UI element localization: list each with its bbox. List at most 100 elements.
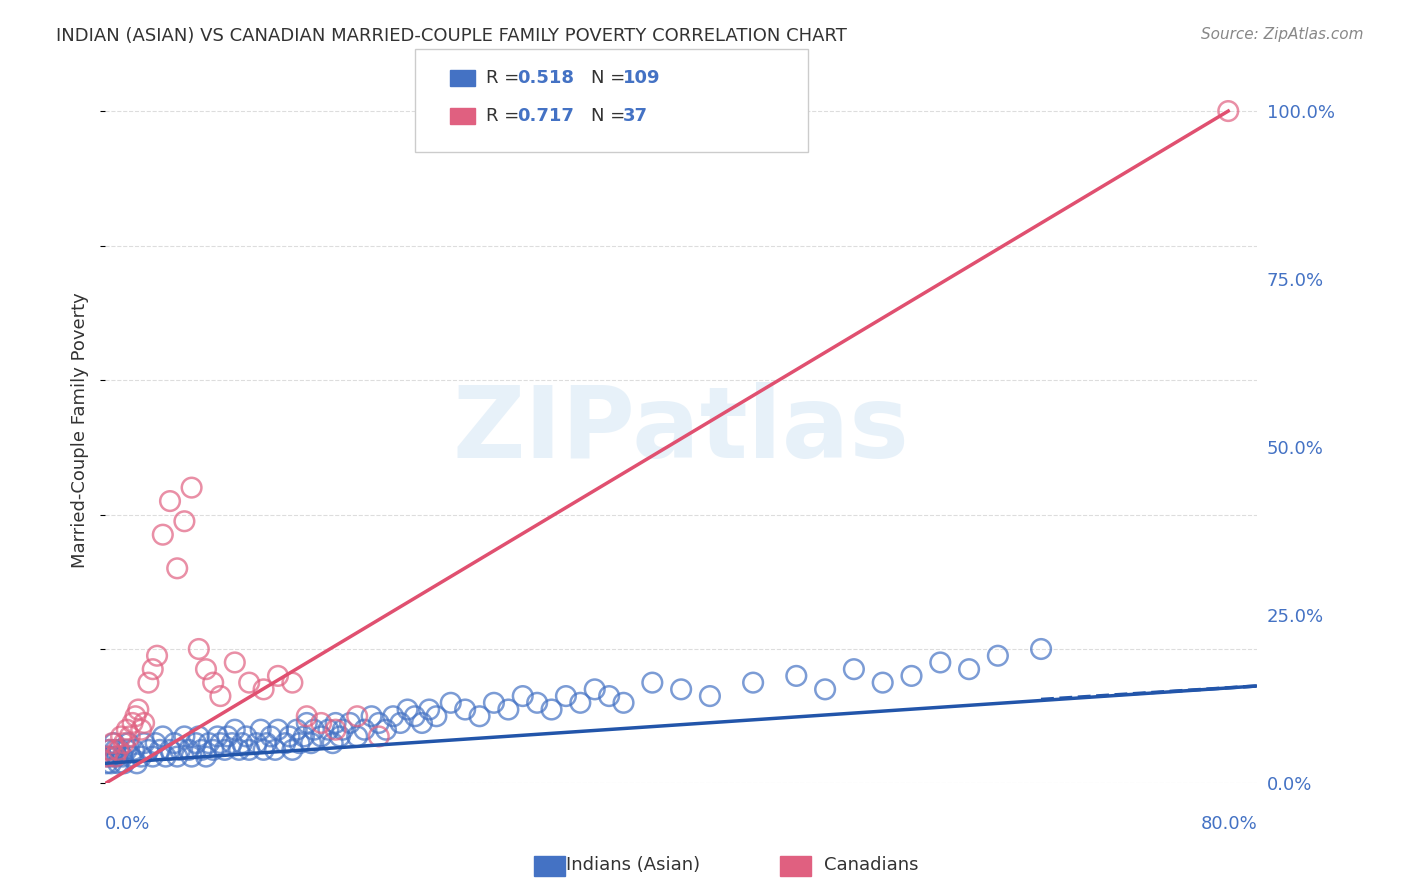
Point [152,527,174,541]
Point [440,696,463,710]
Point [173,514,195,528]
Point [396,702,419,716]
Point [957,662,980,676]
Point [138,675,160,690]
Point [785,669,807,683]
Point [281,675,304,690]
Point [339,716,361,731]
Point [152,730,174,744]
Text: 0.0%: 0.0% [105,815,150,833]
Point [267,723,290,737]
Point [235,730,257,744]
Text: 37: 37 [623,107,648,125]
Point [264,743,287,757]
Point [100,756,122,771]
Point [169,743,191,757]
Point [159,494,181,508]
Point [238,675,260,690]
Point [252,682,274,697]
Point [669,682,692,697]
Point [138,743,160,757]
Point [612,696,634,710]
Point [173,730,195,744]
Point [468,709,491,723]
Point [309,730,332,744]
Point [555,689,578,703]
Point [231,736,253,750]
Point [124,709,146,723]
Text: R =: R = [486,107,526,125]
Text: N =: N = [591,107,624,125]
Point [166,561,188,575]
Point [318,723,340,737]
Point [209,736,232,750]
Point [103,736,125,750]
Point [98,743,121,757]
Point [155,749,177,764]
Point [569,696,592,710]
Point [202,675,225,690]
Point [184,736,207,750]
Point [214,743,236,757]
Point [166,749,188,764]
Point [108,743,131,757]
Point [195,662,218,676]
Point [112,756,135,771]
Point [1218,104,1240,119]
Point [104,749,127,764]
Point [101,749,124,764]
Point [498,702,520,716]
Point [325,723,347,737]
Point [281,743,304,757]
Point [367,730,389,744]
Point [180,481,202,495]
Text: N =: N = [591,69,624,87]
Point [96,749,118,764]
Point [1029,642,1052,657]
Point [302,723,325,737]
Point [132,716,155,731]
Text: 0.717: 0.717 [517,107,574,125]
Point [125,756,148,771]
Point [228,743,250,757]
Point [389,716,412,731]
Point [309,716,332,731]
Point [295,716,318,731]
Point [598,689,620,703]
Point [117,736,139,750]
Y-axis label: Married-Couple Family Poverty: Married-Couple Family Poverty [72,293,89,568]
Point [115,743,138,757]
Point [482,696,505,710]
Point [115,723,138,737]
Point [987,648,1010,663]
Point [699,689,721,703]
Point [295,709,318,723]
Point [209,689,232,703]
Point [411,716,433,731]
Text: Canadians: Canadians [824,856,920,874]
Point [842,662,865,676]
Point [142,662,165,676]
Text: Indians (Asian): Indians (Asian) [565,856,700,874]
Point [190,743,212,757]
Point [122,743,145,757]
Point [107,743,129,757]
Point [149,743,172,757]
Point [146,648,169,663]
Point [163,736,186,750]
Point [292,730,315,744]
Point [425,709,447,723]
Point [238,743,260,757]
Point [110,730,132,744]
Point [540,702,562,716]
Point [322,736,344,750]
Point [641,675,664,690]
Point [207,730,229,744]
Text: INDIAN (ASIAN) VS CANADIAN MARRIED-COUPLE FAMILY POVERTY CORRELATION CHART: INDIAN (ASIAN) VS CANADIAN MARRIED-COUPL… [56,27,846,45]
Point [245,736,267,750]
Point [346,709,368,723]
Point [526,696,548,710]
Point [285,723,308,737]
Text: ZIPatlas: ZIPatlas [453,382,910,479]
Point [382,709,405,723]
